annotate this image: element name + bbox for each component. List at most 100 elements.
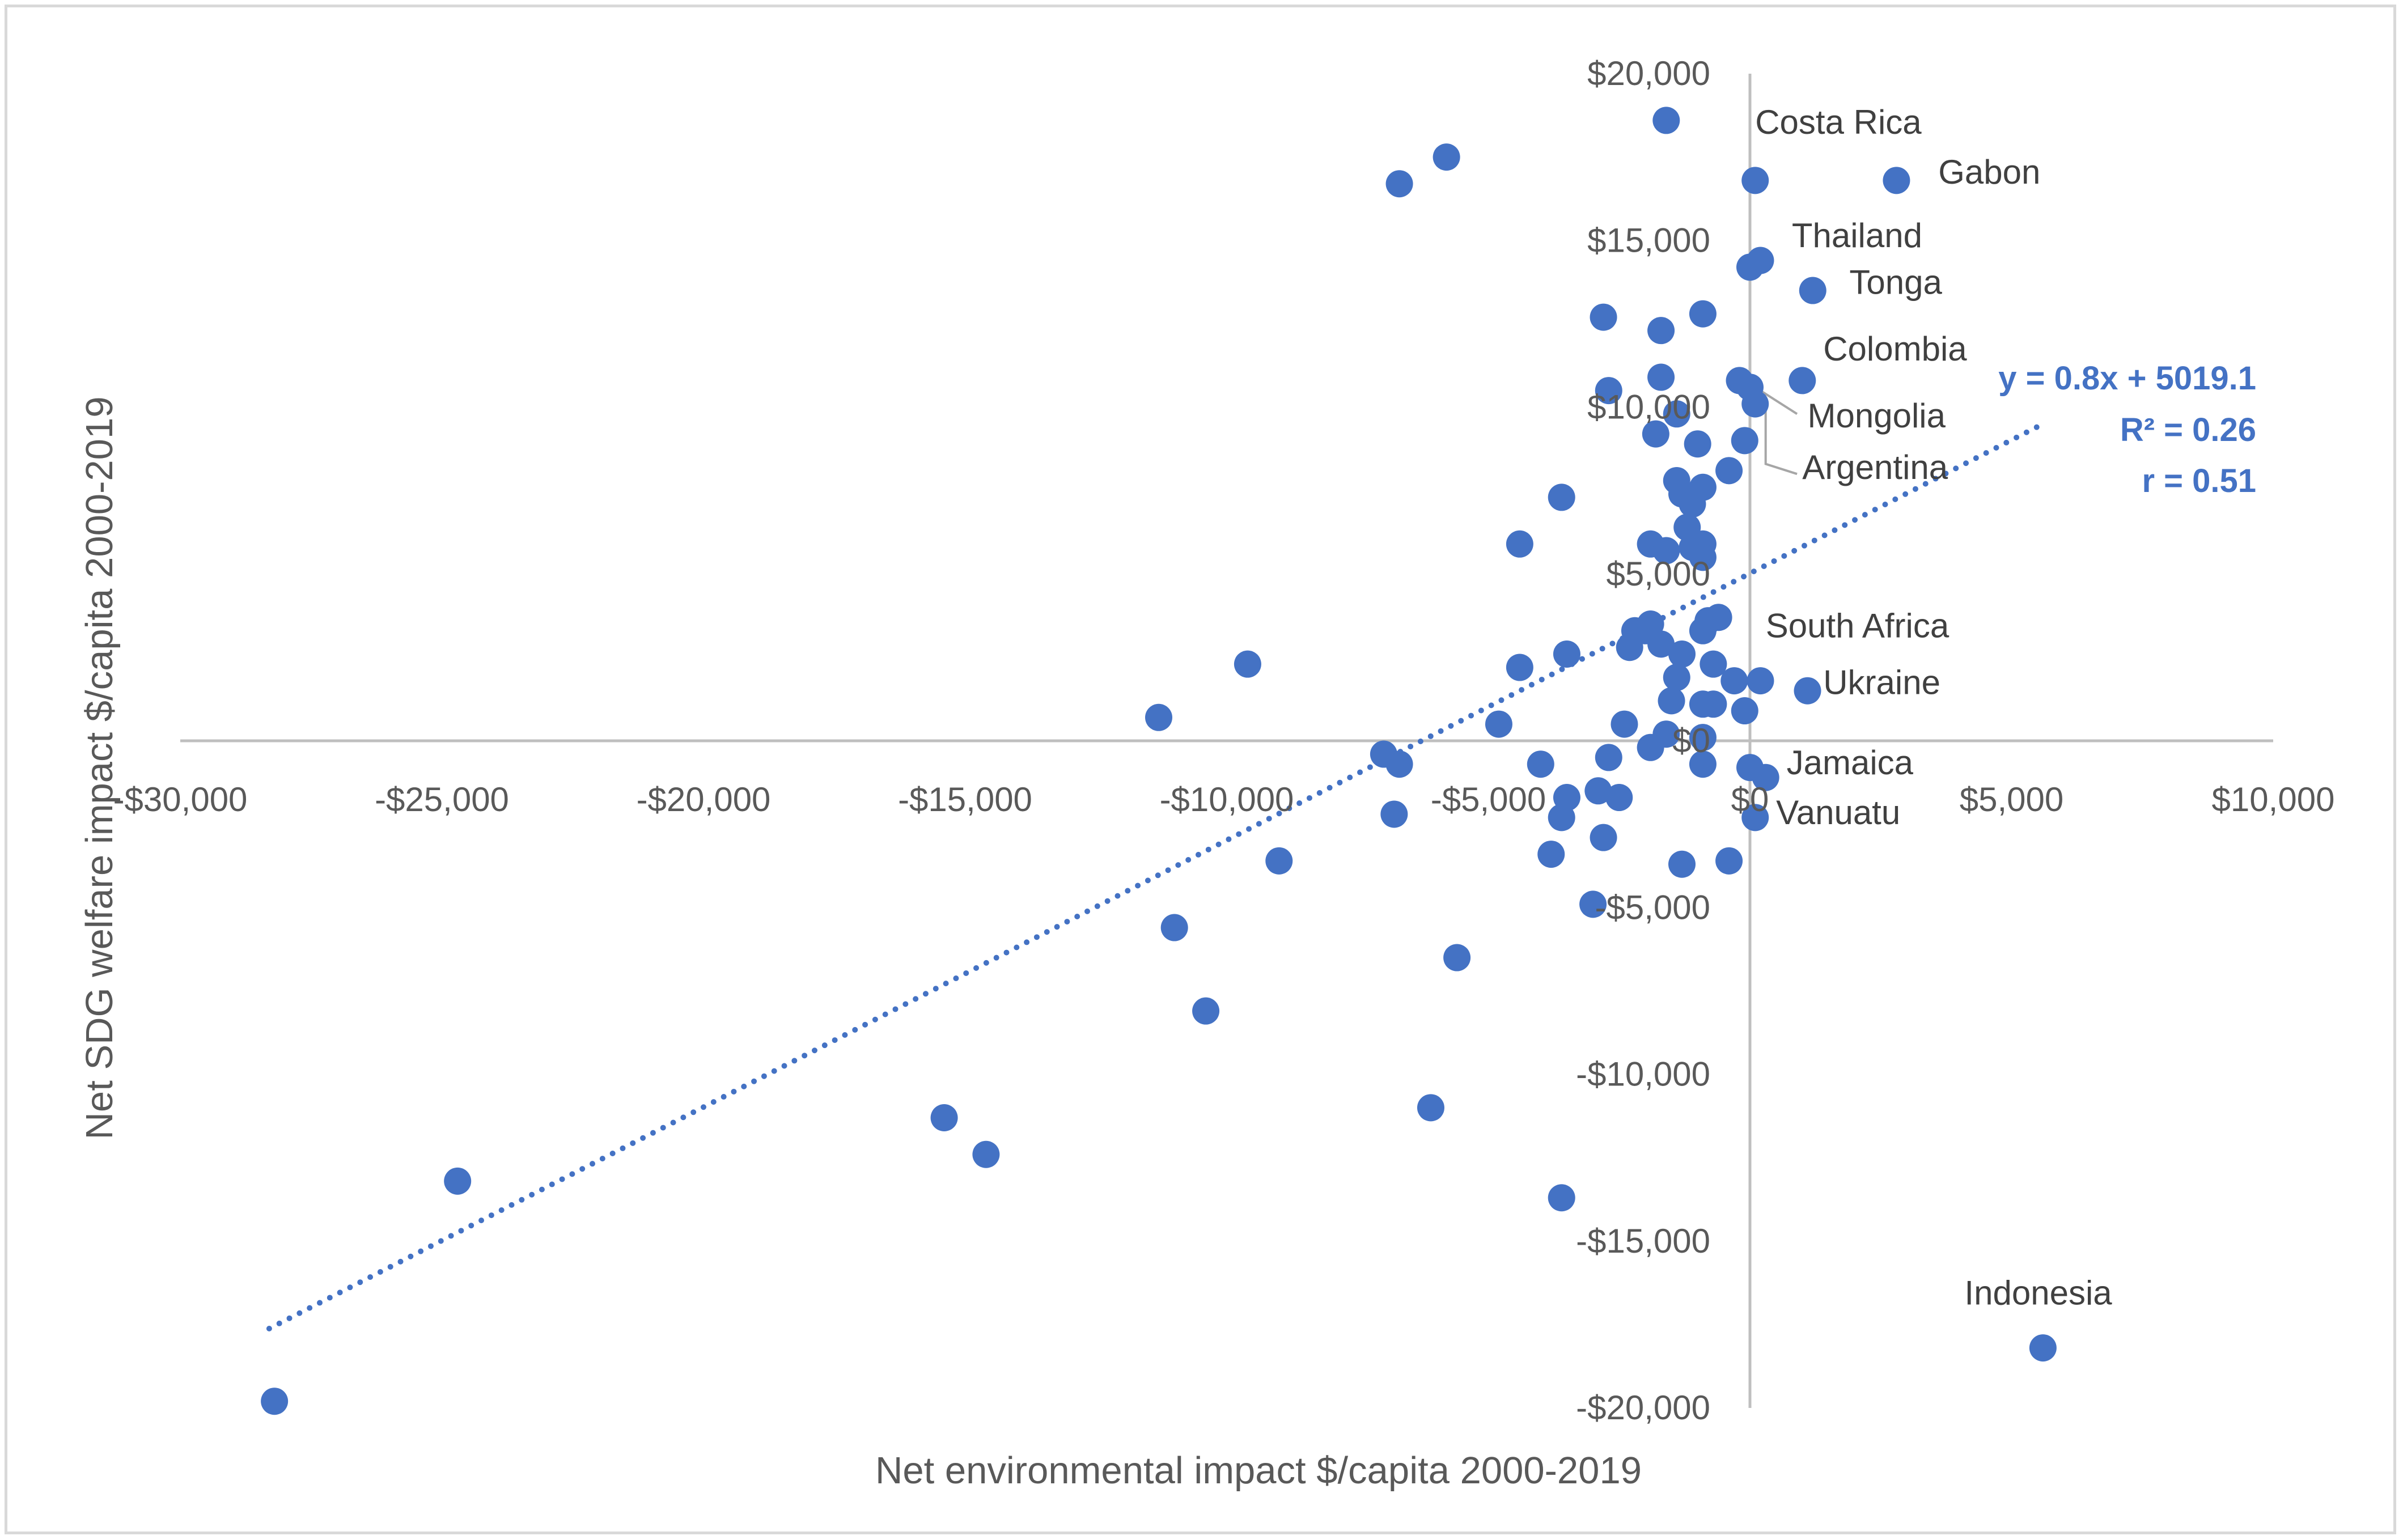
data-point: [972, 1140, 1000, 1168]
data-point: [1700, 690, 1727, 718]
data-point: [1689, 724, 1717, 752]
data-point: [1584, 777, 1612, 805]
data-point: [1595, 744, 1622, 771]
data-point: [1265, 847, 1293, 875]
data-point: [1485, 710, 1512, 738]
data-point: [1789, 367, 1816, 394]
y-tick-label: -$20,000: [1576, 1389, 1710, 1427]
trendline-equation: y = 0.8x + 5019.1 R² = 0.26 r = 0.51: [1998, 360, 2256, 499]
country-label: South Africa: [1766, 607, 1949, 645]
data-point: [1689, 750, 1717, 778]
data-point: [1548, 1184, 1575, 1212]
data-point: [1689, 544, 1717, 571]
data-point: [1506, 654, 1533, 681]
country-label: Costa Rica: [1755, 103, 1922, 141]
y-tick-label: -$5,000: [1595, 888, 1711, 926]
data-point: [1752, 763, 1779, 791]
data-points: [261, 107, 2057, 1415]
data-point: [1705, 604, 1732, 631]
data-point: [1647, 363, 1675, 391]
chart-frame: [5, 5, 2396, 1534]
data-point: [1663, 664, 1690, 691]
data-point: [1647, 317, 1675, 345]
data-point: [930, 1104, 958, 1132]
axes: [180, 74, 2273, 1408]
country-label: Jamaica: [1787, 744, 1914, 782]
country-label: Indonesia: [1964, 1274, 2112, 1312]
data-point: [1553, 640, 1580, 668]
data-point: [1642, 420, 1669, 448]
trendline-group: [266, 421, 2046, 1331]
data-point: [1616, 634, 1643, 661]
y-tick-label: $20,000: [1587, 54, 1710, 92]
country-label: Ukraine: [1823, 664, 1940, 702]
trendline-r-squared: R² = 0.26: [2120, 411, 2256, 448]
trendline-equation-text: y = 0.8x + 5019.1: [1998, 360, 2256, 397]
trendline-r: r = 0.51: [2142, 463, 2256, 499]
data-point: [1637, 610, 1664, 638]
y-axis-title: Net SDG welfare impact $/capita 2000-201…: [78, 397, 121, 1140]
data-point: [1679, 490, 1706, 518]
data-point: [1595, 377, 1622, 405]
data-point: [1385, 170, 1413, 198]
data-point: [1647, 630, 1675, 658]
data-point: [1741, 804, 1769, 831]
country-label: Vanuatu: [1776, 794, 1900, 831]
y-tick-label: $0: [1672, 722, 1710, 760]
country-label: Gabon: [1938, 153, 2040, 191]
country-label: Mongolia: [1808, 397, 1946, 435]
data-point: [1537, 841, 1565, 868]
x-axis-title: Net environmental impact $/capita 2000-2…: [875, 1449, 1642, 1492]
data-point: [1590, 303, 1617, 331]
trendline: [266, 421, 2046, 1331]
data-point: [1433, 143, 1460, 171]
data-point: [1658, 687, 1685, 715]
data-point: [1234, 650, 1261, 678]
x-tick-label: $10,000: [2212, 780, 2335, 818]
data-point: [444, 1167, 472, 1195]
x-tick-label: $0: [1731, 780, 1769, 818]
data-point: [1548, 804, 1575, 831]
data-point: [1731, 427, 1758, 455]
data-point: [1605, 784, 1633, 812]
x-tick-label: -$10,000: [1160, 780, 1294, 818]
data-point: [1506, 530, 1533, 558]
data-point: [1611, 710, 1638, 738]
data-point: [1579, 890, 1607, 918]
data-point: [1689, 300, 1717, 328]
country-label: Thailand: [1792, 217, 1922, 254]
country-labels: Costa Rica Gabon Thailand Tonga Colombia Mong…: [1755, 103, 2112, 1312]
data-point: [1747, 667, 1774, 695]
data-point: [1590, 824, 1617, 851]
data-point: [1720, 667, 1748, 695]
data-point: [1192, 997, 1220, 1025]
data-point: [1145, 703, 1173, 731]
data-point: [1380, 800, 1408, 828]
data-point: [1548, 483, 1575, 511]
y-tick-label: $5,000: [1606, 555, 1710, 593]
data-point: [1527, 750, 1554, 778]
y-tick-label: $10,000: [1587, 388, 1710, 426]
data-point: [1637, 733, 1664, 761]
data-point: [1883, 167, 1910, 194]
data-point: [1794, 677, 1821, 705]
data-point: [1417, 1094, 1444, 1122]
data-point: [1668, 640, 1696, 668]
data-point: [1652, 107, 1680, 134]
data-point: [261, 1388, 289, 1415]
x-tick-label: -$20,000: [637, 780, 771, 818]
data-point: [1741, 390, 1769, 418]
x-tick-label: -$30,000: [113, 780, 248, 818]
x-tick-label: -$25,000: [375, 780, 509, 818]
data-point: [1741, 167, 1769, 194]
data-point: [1652, 537, 1680, 565]
data-point: [1799, 277, 1826, 304]
x-tick-label: $5,000: [1960, 780, 2064, 818]
y-tick-label: -$15,000: [1576, 1222, 1710, 1260]
data-point: [1160, 914, 1188, 941]
country-label: Argentina: [1802, 448, 1948, 486]
data-point: [1715, 457, 1743, 485]
data-point: [1731, 697, 1758, 725]
data-point: [1385, 750, 1413, 778]
